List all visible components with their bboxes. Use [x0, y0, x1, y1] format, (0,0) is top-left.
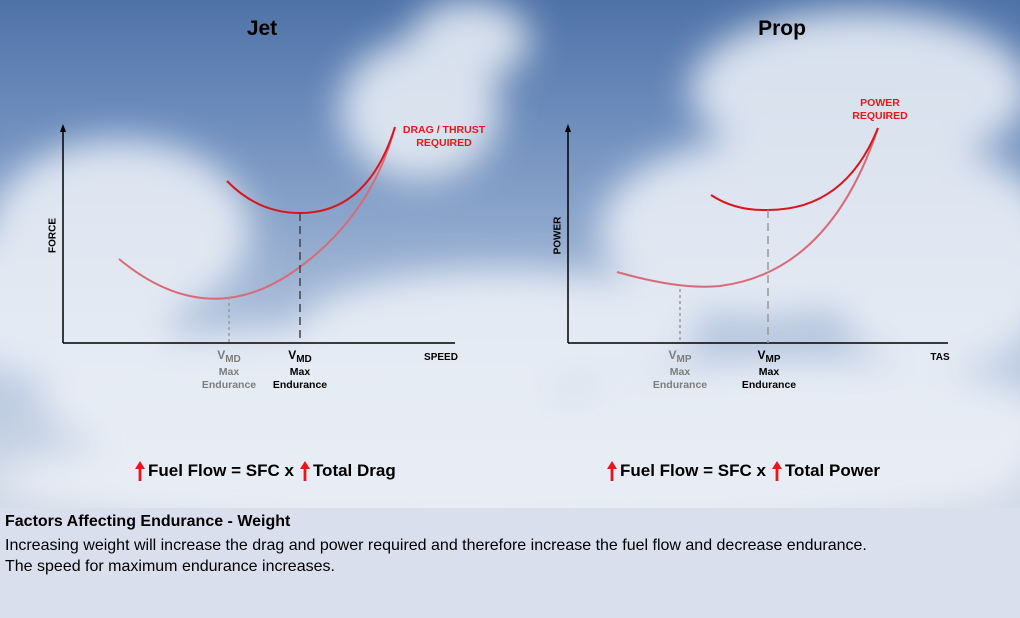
- prop-light-v: V: [668, 348, 677, 362]
- prop-light-line2: Endurance: [652, 379, 708, 391]
- prop-curve-label: POWER REQUIRED: [838, 97, 922, 123]
- jet-formula-left: Fuel Flow = SFC x: [148, 461, 294, 480]
- jet-heavy-marker-label: VMD Max Endurance: [265, 349, 335, 392]
- increase-arrow-icon: [771, 461, 782, 481]
- prop-y-axis-label: POWER: [552, 216, 564, 255]
- jet-heavy-line2: Endurance: [272, 379, 328, 391]
- increase-arrow-icon: [135, 461, 145, 481]
- jet-formula: Fuel Flow = SFC x Total Drag: [135, 461, 396, 481]
- jet-heavy-line1: Max: [289, 366, 311, 378]
- jet-curve-label-line2: REQUIRED: [416, 137, 472, 149]
- jet-formula-right: Total Drag: [312, 461, 396, 480]
- jet-curve-label: DRAG / THRUST REQUIRED: [396, 124, 492, 150]
- jet-light-line2: Endurance: [201, 379, 257, 391]
- prop-light-sub: MP: [676, 354, 692, 365]
- panel-body: Increasing weight will increase the drag…: [5, 535, 1005, 577]
- jet-light-line1: Max: [218, 366, 240, 378]
- description-panel: Factors Affecting Endurance - Weight Inc…: [0, 508, 1020, 618]
- cloud-background: [0, 0, 1020, 508]
- jet-heavy-sub: MD: [296, 354, 312, 365]
- increase-arrow-icon: [299, 461, 310, 481]
- prop-heavy-line2: Endurance: [741, 379, 797, 391]
- prop-y-axis-arrow: [565, 124, 571, 132]
- prop-heavy-curve: [710, 127, 879, 212]
- prop-formula-left: Fuel Flow = SFC x: [620, 461, 766, 480]
- prop-curve-label-line1: POWER: [860, 97, 900, 109]
- prop-curve-label-line2: REQUIRED: [852, 110, 908, 122]
- panel-body-line2: The speed for maximum endurance increase…: [5, 558, 335, 575]
- jet-curve-label-line1: DRAG / THRUST: [402, 124, 486, 136]
- endurance-diagram: [60, 124, 948, 344]
- prop-formula-right: Total Power: [784, 461, 881, 480]
- jet-light-marker-label: VMD Max Endurance: [194, 349, 264, 392]
- panel-title: Factors Affecting Endurance - Weight: [5, 513, 291, 530]
- jet-light-curve: [118, 126, 396, 300]
- prop-heavy-line1: Max: [758, 366, 780, 378]
- panel-body-line1: Increasing weight will increase the drag…: [5, 537, 867, 554]
- prop-formula: Fuel Flow = SFC x Total Power: [607, 461, 880, 481]
- jet-heavy-v: V: [288, 348, 297, 362]
- prop-heavy-marker-label: VMP Max Endurance: [734, 349, 804, 392]
- increase-arrow-icon: [607, 461, 617, 481]
- prop-title: Prop: [758, 17, 806, 40]
- jet-x-axis-label: SPEED: [424, 352, 458, 363]
- sky-background: [0, 0, 1020, 508]
- jet-y-axis-arrow: [60, 124, 66, 132]
- prop-heavy-v: V: [757, 348, 766, 362]
- prop-x-axis-label: TAS: [930, 352, 950, 363]
- prop-light-line1: Max: [669, 366, 691, 378]
- jet-y-axis-label: FORCE: [47, 218, 59, 253]
- prop-heavy-sub: MP: [765, 354, 781, 365]
- jet-heavy-curve: [226, 126, 396, 215]
- jet-light-v: V: [217, 348, 226, 362]
- jet-title: Jet: [246, 17, 278, 40]
- prop-light-curve: [616, 127, 879, 288]
- jet-light-sub: MD: [225, 354, 241, 365]
- prop-light-marker-label: VMP Max Endurance: [645, 349, 715, 392]
